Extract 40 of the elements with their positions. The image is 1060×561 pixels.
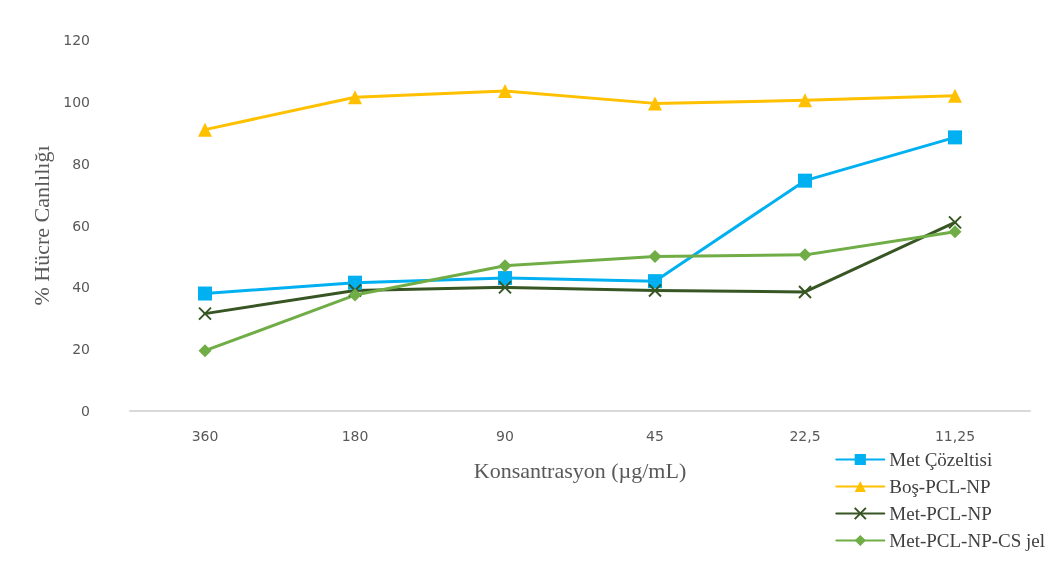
- x-tick-label: 45: [646, 428, 664, 444]
- point: [348, 283, 362, 298]
- y-tick-label: 100: [63, 93, 90, 110]
- point: [648, 249, 662, 263]
- y-tick-label: 20: [72, 341, 90, 358]
- point: [348, 288, 362, 302]
- x-tick-label: 22,5: [789, 428, 821, 444]
- legend-label: Met Çözeltisi: [889, 449, 993, 470]
- y-tick-label: 80: [72, 155, 90, 172]
- point: [198, 122, 212, 137]
- point: [198, 344, 212, 358]
- point: [498, 84, 512, 99]
- point: [498, 280, 512, 295]
- point: [948, 215, 962, 230]
- x-tick-label: 360: [191, 428, 219, 444]
- point: [948, 225, 962, 239]
- point: [948, 130, 962, 145]
- point: [648, 96, 662, 111]
- point: [648, 283, 662, 298]
- y-tick-label: 60: [72, 217, 90, 234]
- point: [498, 259, 512, 273]
- point: [798, 248, 812, 262]
- point: [798, 93, 812, 108]
- x-tick-label: 90: [496, 428, 514, 444]
- y-axis-title: % Hücre Canlılığı: [28, 145, 54, 306]
- y-tick-label: 0: [81, 403, 90, 419]
- point: [798, 173, 812, 188]
- legend-label: Met-PCL-NP: [889, 503, 992, 524]
- point: [798, 284, 812, 299]
- y-tick-label: 120: [63, 32, 90, 48]
- x-tick-label: 11,25: [934, 428, 976, 444]
- legend-label: Met-PCL-NP-CS jel: [889, 530, 1045, 551]
- point: [198, 286, 212, 301]
- point: [198, 306, 212, 321]
- x-tick-label: 180: [341, 428, 369, 444]
- point: [948, 88, 962, 103]
- x-axis-title: Konsantrasyon (µg/mL): [473, 457, 687, 483]
- y-tick-label: 40: [72, 279, 90, 296]
- legend-label: Boş-PCL-NP: [889, 476, 991, 497]
- point: [348, 90, 362, 105]
